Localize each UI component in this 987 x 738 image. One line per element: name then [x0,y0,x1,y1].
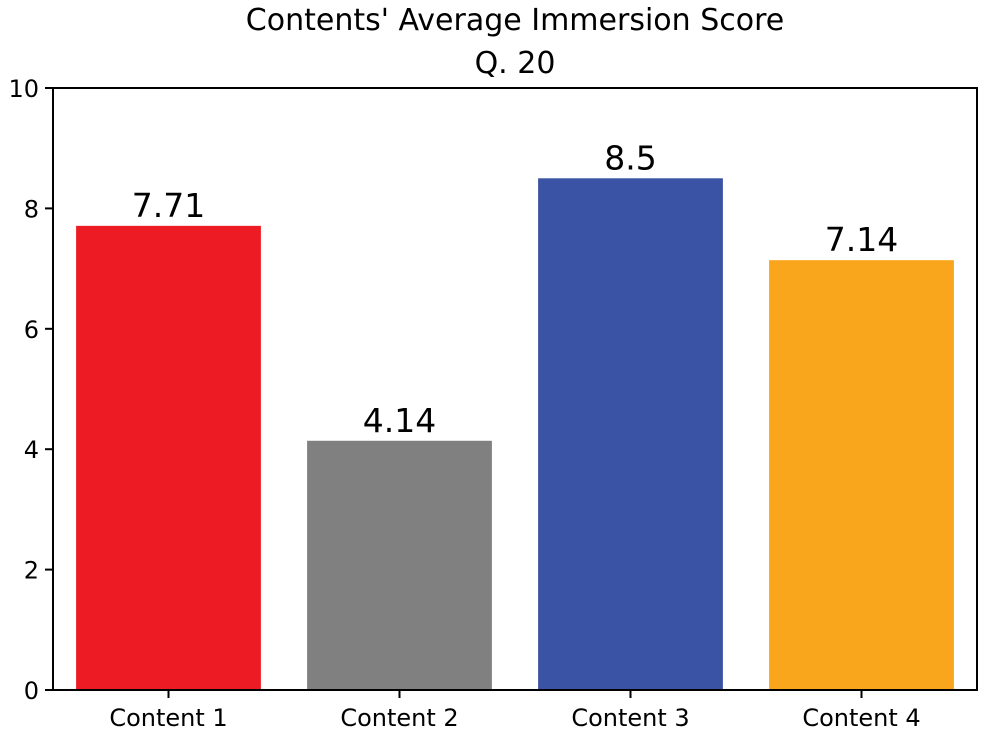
bar-content-1 [76,225,261,690]
chart-title: Contents' Average Immersion Score [246,3,784,38]
bars-layer [76,178,954,691]
y-tick-label: 6 [24,316,39,344]
x-tick-label: Content 4 [802,704,920,732]
y-tick-label: 4 [24,436,39,464]
bar-value-label: 7.14 [825,220,898,259]
y-tick-label: 0 [24,677,39,705]
bar-content-4 [769,260,954,690]
bar-value-label: 7.71 [132,186,205,225]
x-axis: Content 1 Content 2 Content 3 Content 4 [109,690,921,732]
y-axis: 0 2 4 6 8 10 [8,75,53,705]
bar-value-label: 4.14 [363,401,436,440]
chart-subtitle: Q. 20 [475,46,556,81]
data-labels-layer: 7.71 4.14 8.5 7.14 [132,138,898,439]
x-tick-label: Content 3 [571,704,689,732]
y-tick-label: 8 [24,195,39,223]
plot-frame [52,87,978,691]
y-tick-label: 10 [8,75,39,103]
bar-content-2 [307,440,492,690]
bar-value-label: 8.5 [604,138,656,177]
y-tick-label: 2 [24,557,39,585]
x-tick-label: Content 1 [109,704,227,732]
x-tick-label: Content 2 [340,704,458,732]
bar-content-3 [538,178,723,691]
